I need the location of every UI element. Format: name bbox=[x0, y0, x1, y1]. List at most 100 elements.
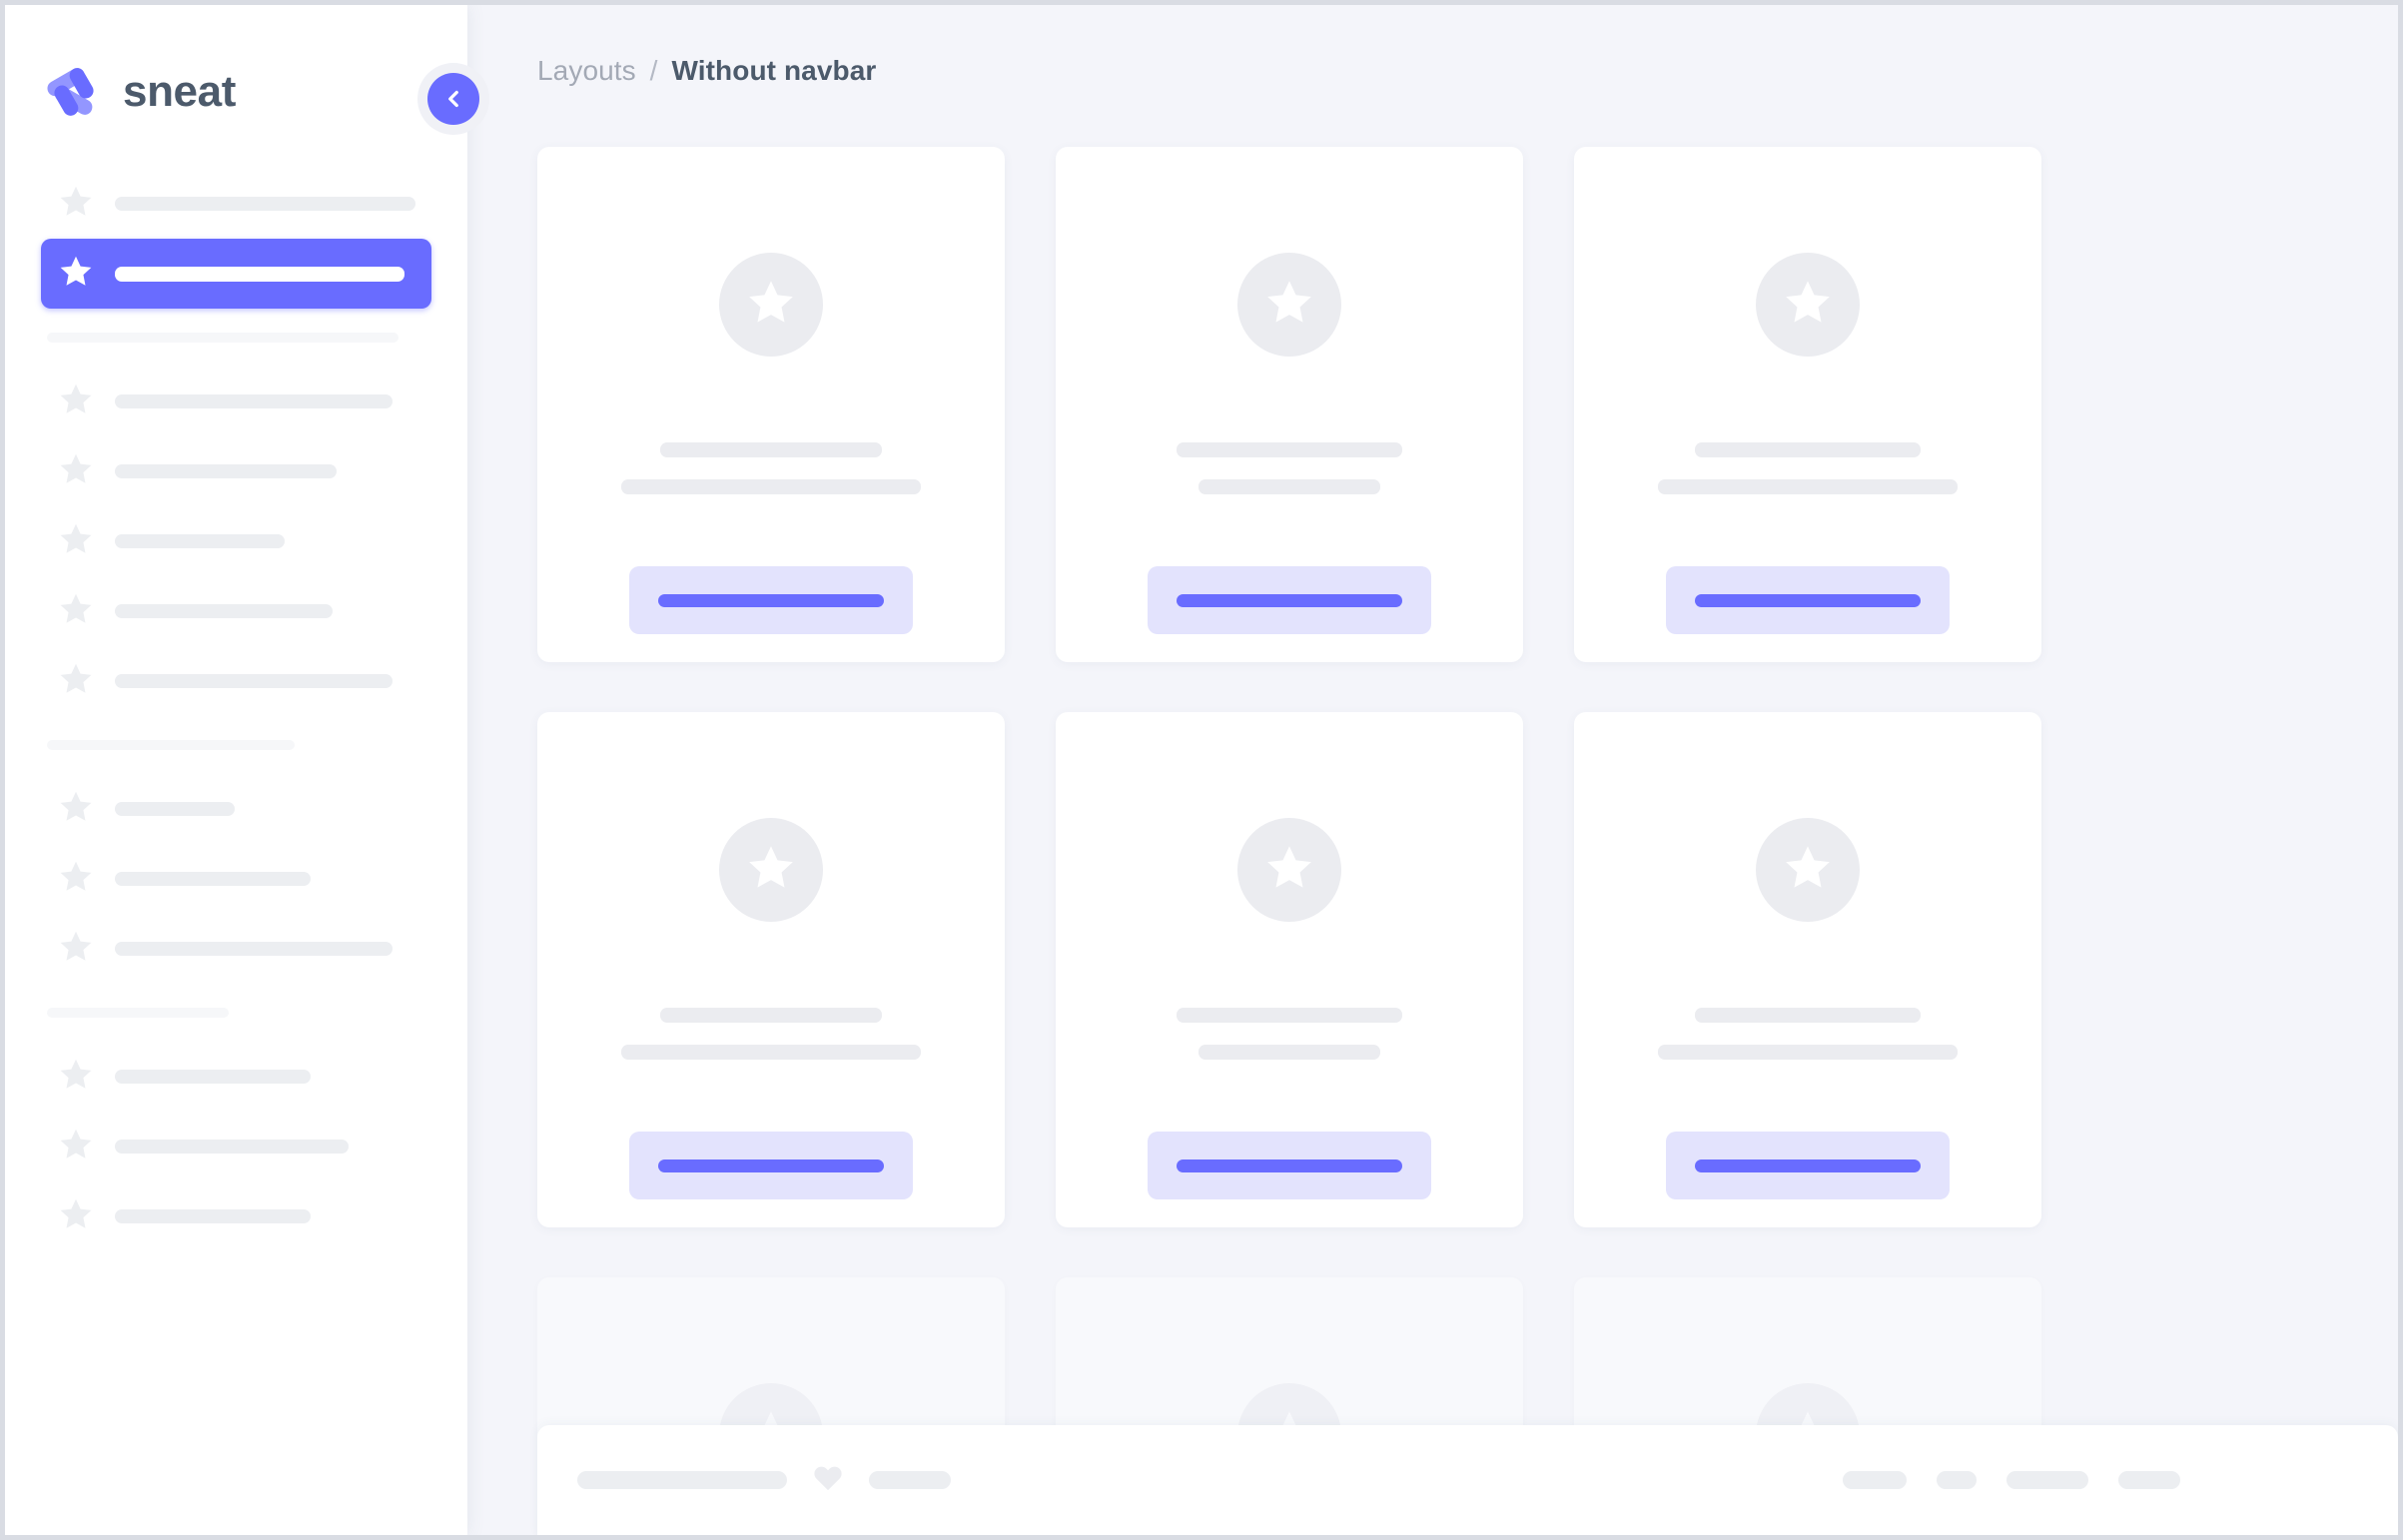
card-action-button[interactable] bbox=[1666, 1132, 1950, 1199]
sidebar-item[interactable] bbox=[41, 774, 431, 844]
button-label-bar bbox=[658, 1158, 884, 1172]
sidebar-item-label-placeholder bbox=[115, 942, 393, 956]
card-action-button[interactable] bbox=[629, 1132, 913, 1199]
footer-text-bar bbox=[577, 1471, 787, 1489]
sidebar-section-divider bbox=[47, 1008, 229, 1018]
star-icon bbox=[1781, 276, 1835, 335]
star-icon bbox=[57, 253, 95, 296]
sidebar-menu bbox=[5, 133, 467, 1251]
card-action-button[interactable] bbox=[629, 566, 913, 634]
footer-link-bar[interactable] bbox=[2118, 1471, 2180, 1489]
star-icon bbox=[744, 841, 798, 900]
sidebar-section-divider bbox=[47, 740, 295, 750]
sidebar-item-label-placeholder bbox=[115, 197, 415, 211]
star-icon bbox=[744, 276, 798, 335]
sidebar-item-active[interactable] bbox=[41, 239, 431, 309]
footer-left bbox=[577, 1464, 951, 1496]
sidebar-item[interactable] bbox=[41, 576, 431, 646]
star-icon bbox=[1262, 841, 1316, 900]
star-icon bbox=[57, 183, 95, 226]
card bbox=[1574, 147, 2041, 662]
card-text-bar bbox=[660, 1008, 882, 1023]
card-text-bar bbox=[1177, 442, 1402, 457]
heart-icon bbox=[813, 1464, 843, 1496]
card-action-button[interactable] bbox=[1666, 566, 1950, 634]
footer-text-bar bbox=[869, 1471, 951, 1489]
sidebar-item-label-placeholder bbox=[115, 872, 311, 886]
card-action-button[interactable] bbox=[1148, 566, 1431, 634]
breadcrumb-current: Without navbar bbox=[671, 55, 877, 86]
card-text-bar bbox=[621, 1045, 921, 1060]
star-icon bbox=[57, 1126, 95, 1168]
sidebar-item[interactable] bbox=[41, 1181, 431, 1251]
footer-link-bar[interactable] bbox=[1937, 1471, 1977, 1489]
footer-link-bar[interactable] bbox=[1843, 1471, 1907, 1489]
card-action-button[interactable] bbox=[1148, 1132, 1431, 1199]
card-avatar bbox=[719, 818, 823, 922]
sidebar-item-label-placeholder bbox=[115, 674, 393, 688]
breadcrumb-separator: / bbox=[649, 55, 658, 86]
card bbox=[537, 712, 1005, 1227]
sidebar-item-label-placeholder bbox=[115, 802, 235, 816]
sidebar-item-label-placeholder bbox=[115, 266, 404, 282]
sidebar-item[interactable] bbox=[41, 169, 431, 239]
sidebar-spacer bbox=[5, 153, 467, 169]
star-icon bbox=[57, 1195, 95, 1238]
star-icon bbox=[1262, 276, 1316, 335]
star-icon bbox=[57, 381, 95, 423]
sidebar-item[interactable] bbox=[41, 1112, 431, 1181]
card-grid bbox=[467, 85, 2398, 1535]
star-icon bbox=[57, 1056, 95, 1099]
star-icon bbox=[57, 928, 95, 971]
sidebar-item-label-placeholder bbox=[115, 464, 337, 478]
footer bbox=[537, 1425, 2398, 1535]
app-viewport: sneat Layouts / Without navbar bbox=[5, 5, 2398, 1535]
card-text-placeholders bbox=[1056, 1008, 1523, 1060]
card-text-bar bbox=[1177, 1008, 1402, 1023]
sidebar-item-label-placeholder bbox=[115, 394, 393, 408]
breadcrumb: Layouts / Without navbar bbox=[467, 5, 2398, 85]
sidebar-item[interactable] bbox=[41, 914, 431, 984]
breadcrumb-parent[interactable]: Layouts bbox=[537, 55, 636, 86]
brand[interactable]: sneat bbox=[5, 5, 467, 133]
sidebar-item[interactable] bbox=[41, 646, 431, 716]
card-text-bar bbox=[1695, 1008, 1921, 1023]
sidebar-item[interactable] bbox=[41, 844, 431, 914]
sidebar-item-label-placeholder bbox=[115, 534, 285, 548]
card bbox=[537, 147, 1005, 662]
card-avatar bbox=[719, 253, 823, 357]
button-label-bar bbox=[658, 593, 884, 607]
sidebar-item[interactable] bbox=[41, 436, 431, 506]
sidebar-collapse-button[interactable] bbox=[417, 63, 489, 135]
sidebar-section-divider bbox=[47, 333, 399, 343]
sidebar-item[interactable] bbox=[41, 367, 431, 436]
chevron-left-icon bbox=[427, 73, 479, 125]
sidebar: sneat bbox=[5, 5, 489, 1535]
star-icon bbox=[57, 788, 95, 831]
star-icon bbox=[57, 520, 95, 563]
sidebar-item[interactable] bbox=[41, 506, 431, 576]
content-area: Layouts / Without navbar bbox=[467, 5, 2398, 1535]
card-text-bar bbox=[621, 479, 921, 494]
star-icon bbox=[1781, 841, 1835, 900]
card-text-placeholders bbox=[537, 1008, 1005, 1060]
star-icon bbox=[57, 858, 95, 901]
footer-links bbox=[1843, 1471, 2356, 1489]
sidebar-item-label-placeholder bbox=[115, 1140, 349, 1154]
card-text-placeholders bbox=[537, 442, 1005, 494]
card-text-bar bbox=[1695, 442, 1921, 457]
card-text-bar bbox=[1658, 1045, 1958, 1060]
sidebar-item[interactable] bbox=[41, 1042, 431, 1112]
button-label-bar bbox=[1695, 593, 1921, 607]
card bbox=[1056, 147, 1523, 662]
star-icon bbox=[57, 450, 95, 493]
card-text-bar bbox=[1199, 1045, 1380, 1060]
card-text-bar bbox=[1199, 479, 1380, 494]
card-avatar bbox=[1756, 253, 1860, 357]
button-label-bar bbox=[1177, 593, 1402, 607]
card-text-placeholders bbox=[1574, 1008, 2041, 1060]
card bbox=[1056, 712, 1523, 1227]
button-label-bar bbox=[1177, 1158, 1402, 1172]
star-icon bbox=[57, 590, 95, 633]
footer-link-bar[interactable] bbox=[2006, 1471, 2088, 1489]
